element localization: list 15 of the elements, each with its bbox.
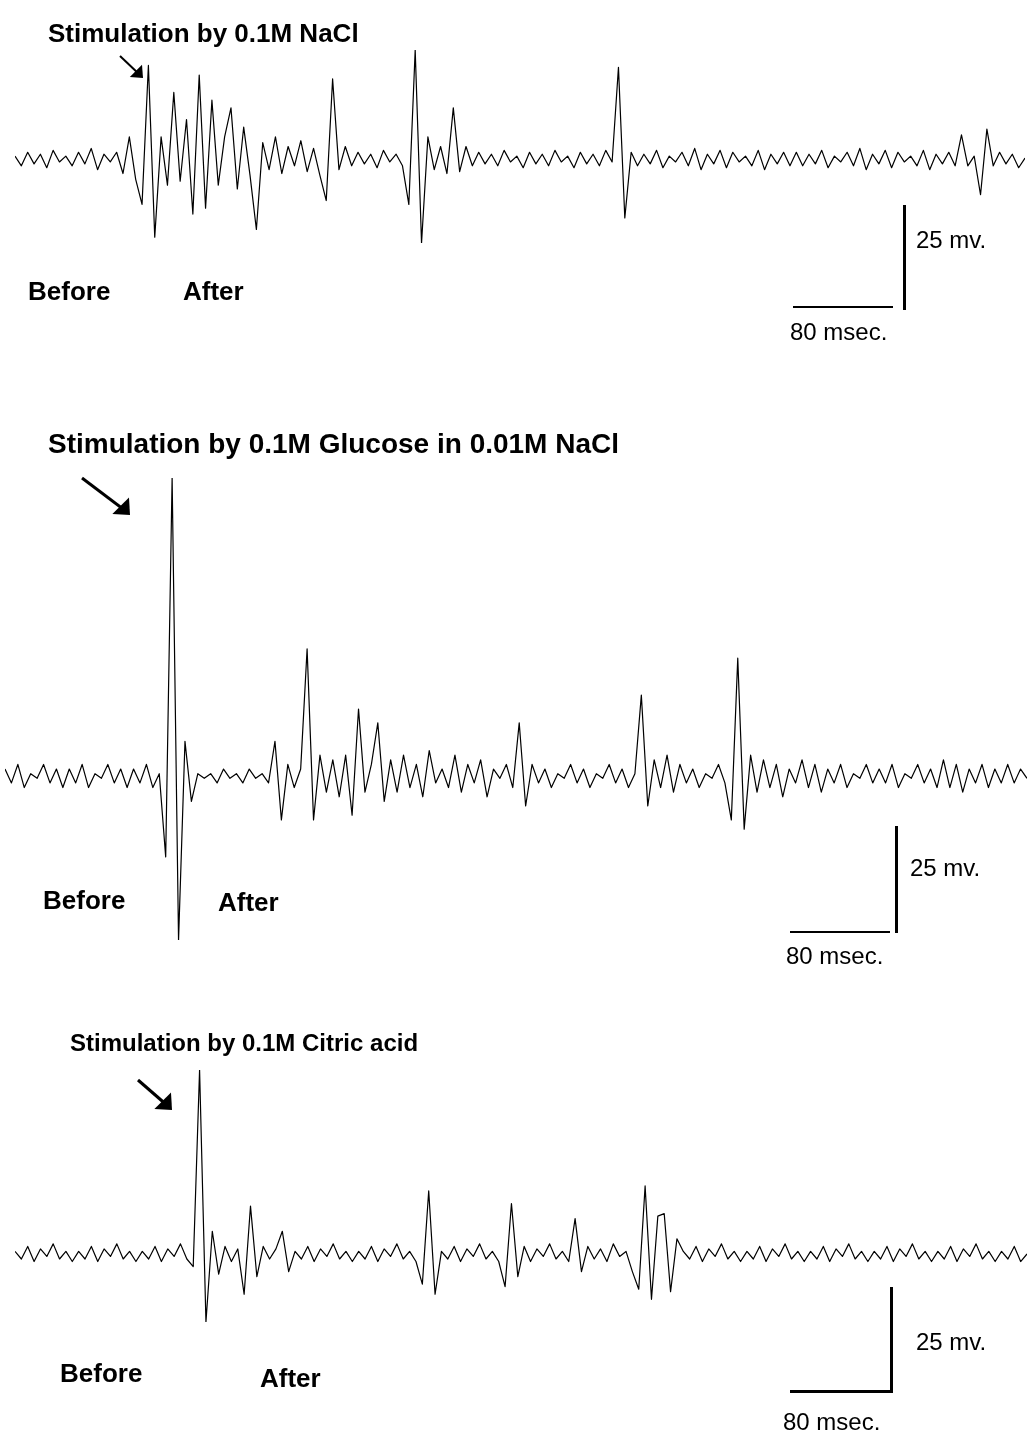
chart-title: Stimulation by 0.1M Glucose in 0.01M NaCl bbox=[48, 428, 620, 459]
annotation: 25 mv. bbox=[916, 226, 987, 253]
text: Before bbox=[60, 1358, 143, 1388]
chart-title: Stimulation by 0.1M NaCl bbox=[48, 18, 359, 48]
chart-title: Stimulation by 0.1M Citric acid bbox=[70, 1029, 419, 1056]
text: 25 mv. bbox=[916, 1328, 987, 1355]
text: After bbox=[183, 276, 244, 306]
text: Before bbox=[28, 276, 111, 306]
text: 80 msec. bbox=[786, 942, 884, 969]
text: 80 msec. bbox=[790, 318, 888, 345]
annotation: Before bbox=[43, 885, 126, 915]
annotation: 25 mv. bbox=[910, 854, 981, 881]
text: After bbox=[260, 1363, 321, 1393]
annotation: After bbox=[218, 887, 279, 917]
text: 80 msec. bbox=[783, 1408, 881, 1435]
